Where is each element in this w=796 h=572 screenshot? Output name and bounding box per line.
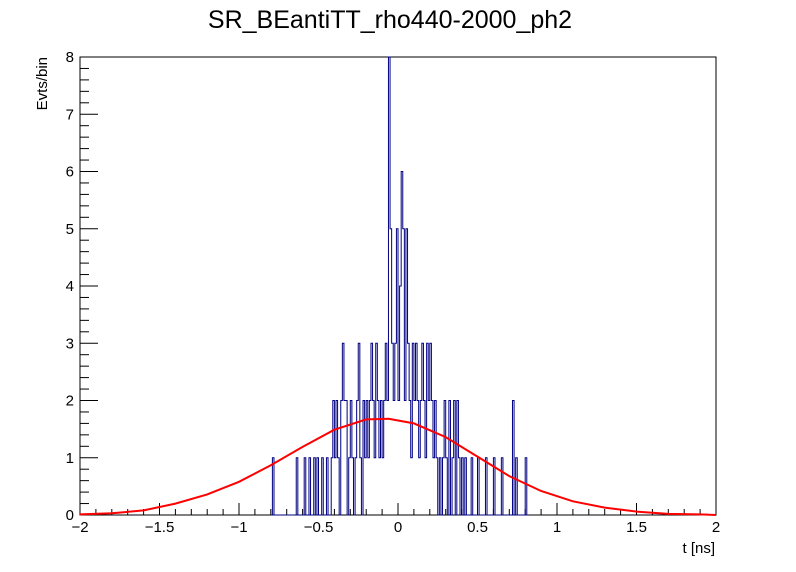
x-axis-title: t [ns] (682, 540, 715, 557)
histogram-bin (433, 458, 435, 515)
x-tick-label: 2 (712, 519, 720, 536)
histogram-bin (368, 458, 370, 515)
histogram-bin (379, 458, 381, 515)
histogram-bin (387, 401, 389, 516)
histogram-bin (365, 458, 367, 515)
histogram-bin (404, 401, 406, 516)
y-tick-label: 4 (66, 278, 74, 295)
histogram-bin (398, 401, 400, 516)
y-tick-label: 0 (66, 507, 74, 524)
histogram-bin (414, 401, 416, 516)
histogram-bin (411, 458, 413, 515)
y-tick-label: 2 (66, 393, 74, 410)
y-tick-label: 1 (66, 450, 74, 467)
histogram-bin (419, 458, 421, 515)
fit-curve (79, 417, 717, 516)
histogram-bin (428, 401, 430, 516)
fit-curve-series (79, 417, 717, 516)
histogram-outline (270, 56, 529, 516)
y-axis-title: Evts/bin (34, 57, 51, 110)
x-tick-labels: −2 −1.5 −1 −0.5 0 0.5 1 1.5 2 (71, 519, 720, 536)
x-tick-label: −2 (71, 519, 88, 536)
y-tick-label: 3 (66, 335, 74, 352)
x-tick-label: −1.5 (145, 519, 175, 536)
y-tick-label: 6 (66, 164, 74, 181)
histogram-series (270, 56, 529, 516)
histogram-bin (334, 458, 336, 515)
y-tick-label: 8 (66, 49, 74, 66)
histogram-bin (374, 458, 376, 515)
x-tick-label: −1 (230, 519, 247, 536)
x-tick-label: 0 (394, 519, 402, 536)
y-tick-label: 5 (66, 221, 74, 238)
x-tick-label: 1 (553, 519, 561, 536)
histogram-bin (393, 401, 395, 516)
y-tick-label: 7 (66, 106, 74, 123)
chart-title: SR_BEantiTT_rho440-2000_ph2 (208, 6, 572, 34)
histogram-bin (425, 458, 427, 515)
histogram-bin (344, 401, 346, 516)
x-tick-label: −0.5 (304, 519, 334, 536)
histogram-bin (382, 458, 384, 515)
x-tick-label: 1.5 (626, 519, 647, 536)
x-tick-label: 0.5 (467, 519, 488, 536)
y-tick-labels: 0 1 2 3 4 5 6 7 8 (66, 49, 74, 524)
